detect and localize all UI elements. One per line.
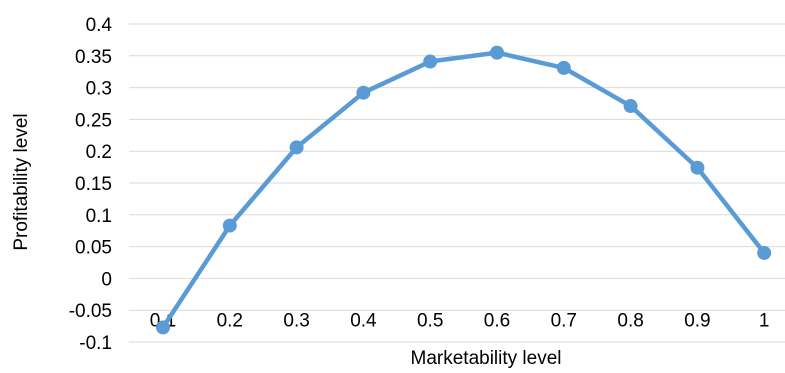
gridlines xyxy=(129,23,785,343)
x-axis-tick-labels: 0.10.20.30.40.50.60.70.80.91 xyxy=(150,310,770,331)
x-tick-label: 0.2 xyxy=(217,310,243,331)
y-tick-label: 0.15 xyxy=(75,174,112,195)
y-tick-label: 0.2 xyxy=(86,142,112,163)
x-tick-label: 0.3 xyxy=(283,310,309,331)
x-tick-label: 0.5 xyxy=(417,310,443,331)
y-tick-label: -0.05 xyxy=(69,301,112,322)
x-axis-title: Marketability level xyxy=(411,348,562,369)
data-point xyxy=(423,54,438,69)
y-axis-title: Profitability level xyxy=(11,113,32,250)
data-point xyxy=(490,45,504,60)
y-tick-label: 0 xyxy=(101,269,112,290)
series-line xyxy=(160,50,767,330)
series-layer xyxy=(156,45,772,335)
y-tick-label: 0.35 xyxy=(75,47,112,68)
x-tick-label: 0.8 xyxy=(617,310,643,331)
x-tick-label: 0.6 xyxy=(484,310,510,331)
y-tick-label: 0.3 xyxy=(86,79,112,100)
data-point xyxy=(623,99,638,114)
data-point xyxy=(289,140,304,155)
data-point xyxy=(156,320,170,335)
y-tick-label: 0.1 xyxy=(86,206,112,227)
data-point xyxy=(690,160,705,175)
data-point xyxy=(222,218,237,233)
data-point xyxy=(356,85,371,100)
x-tick-label: 0.9 xyxy=(684,310,710,331)
data-point xyxy=(757,245,772,260)
y-tick-label: -0.1 xyxy=(79,333,112,354)
y-axis-tick-labels: 0.4 0.35 0.3 0.25 0.2 0.15 0.1 0.05 0 -0.05 -0.1 xyxy=(69,15,113,354)
y-tick-label: 0.05 xyxy=(75,238,112,259)
y-tick-label: 0.25 xyxy=(75,110,112,131)
x-tick-label: 0.7 xyxy=(551,310,577,331)
x-tick-label: 0.4 xyxy=(350,310,377,331)
y-tick-label: 0.4 xyxy=(86,15,113,36)
data-point xyxy=(556,60,571,75)
x-tick-label: 1 xyxy=(759,310,770,331)
